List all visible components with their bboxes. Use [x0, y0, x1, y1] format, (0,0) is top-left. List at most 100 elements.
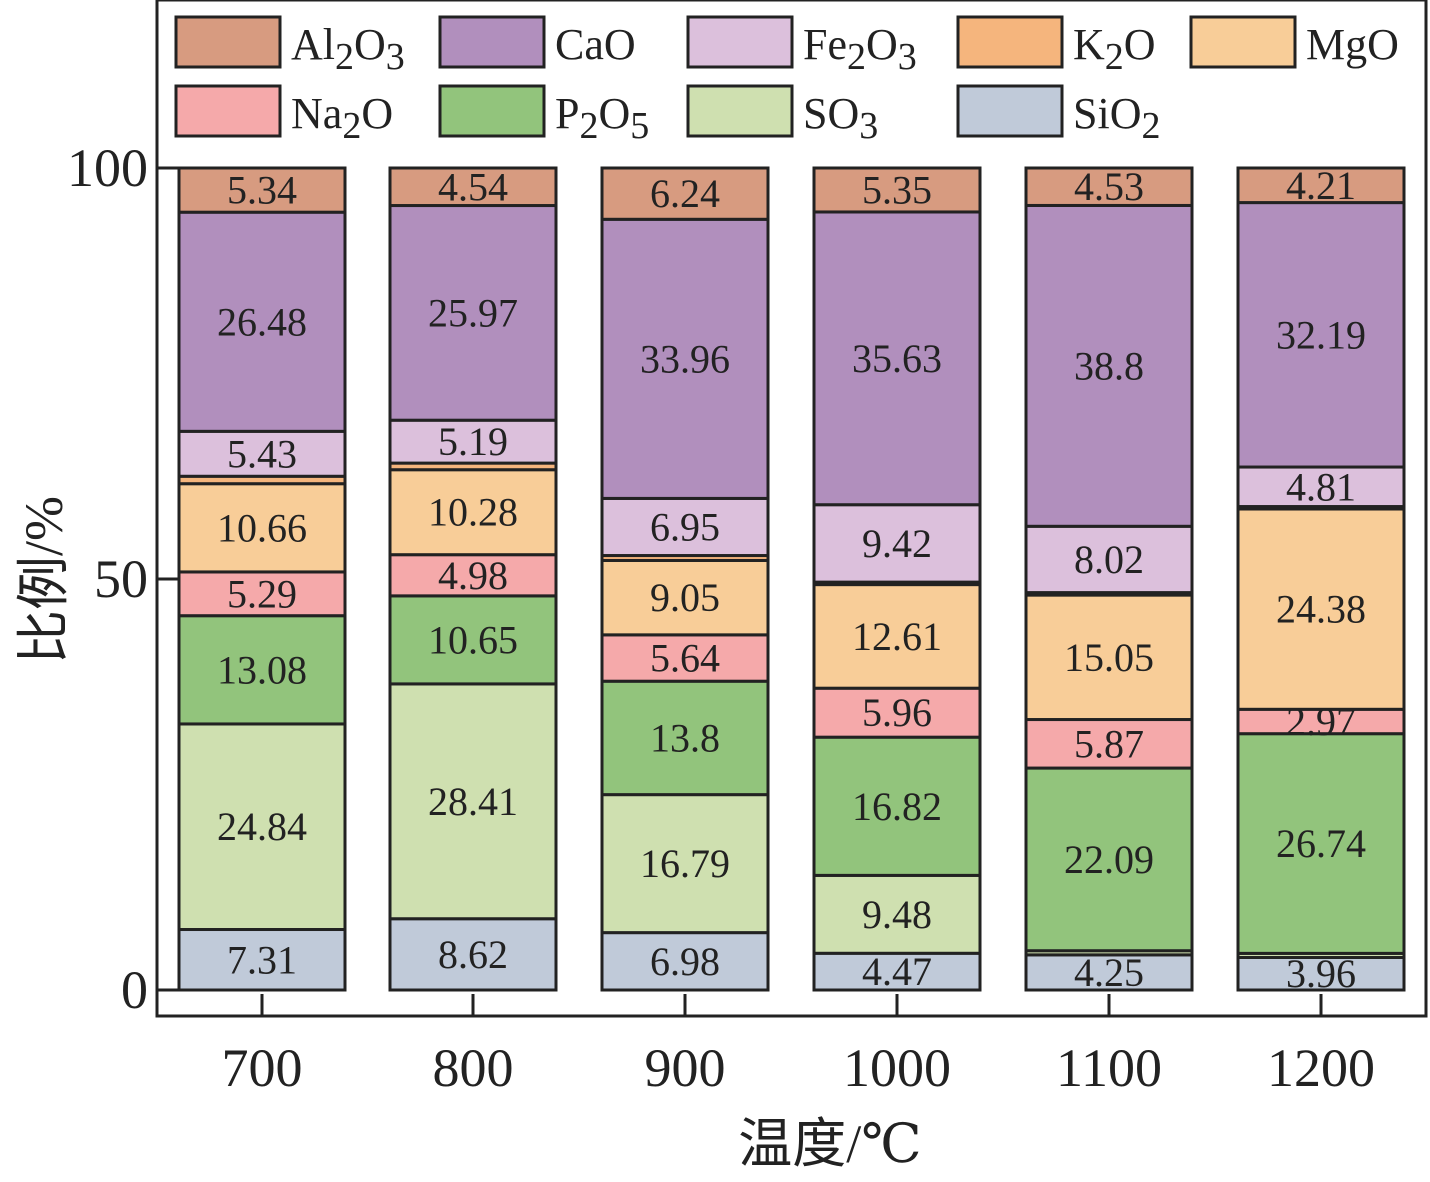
data-label-so3-700: 24.84 [217, 804, 307, 849]
x-tick-label-800: 800 [433, 1038, 514, 1098]
data-label-na2o-1000: 5.96 [862, 690, 932, 735]
bar-segment-so3-900 [600, 793, 770, 935]
x-tick-label-700: 700 [222, 1038, 303, 1098]
legend-swatch-cao [438, 15, 546, 69]
data-label-mgo-1200: 24.38 [1276, 587, 1366, 632]
bar-segment-p2o5-900 [600, 679, 770, 797]
data-label-al2o3-1100: 4.53 [1074, 164, 1144, 209]
axes-layer: 700 800 900 1000 1100 1200 0 50 100 [67, 138, 1375, 1098]
bar-segment-al2o3-1000 [812, 166, 982, 214]
bar-segment-fe2o3-700 [177, 429, 347, 478]
data-label-p2o5-900: 13.8 [650, 715, 720, 760]
x-tick-label-1100: 1100 [1056, 1038, 1162, 1098]
bar-segment-mgo-1100 [1024, 593, 1194, 722]
data-label-p2o5-1200: 26.74 [1276, 821, 1366, 866]
legend-label-cao: CaO [555, 20, 636, 69]
bar-segment-so3-700 [177, 722, 347, 932]
bar-segment-sio2-1200 [1236, 955, 1406, 992]
legend-swatch-p2o5 [438, 84, 546, 138]
data-label-p2o5-800: 10.65 [428, 617, 518, 662]
data-label-p2o5-1100: 22.09 [1064, 837, 1154, 882]
legend-swatch-na2o [174, 84, 282, 138]
bar-segment-al2o3-1200 [1236, 166, 1406, 205]
data-label-na2o-700: 5.29 [227, 571, 297, 616]
legend-label-mgo: MgO [1306, 20, 1399, 69]
legend-swatch-sio2 [956, 84, 1064, 138]
bar-segment-cao-1000 [812, 210, 982, 507]
data-label-sio2-900: 6.98 [650, 939, 720, 984]
data-label-al2o3-800: 4.54 [438, 164, 508, 209]
data-label-cao-1100: 38.8 [1074, 343, 1144, 388]
data-label-fe2o3-1200: 4.81 [1286, 464, 1356, 509]
data-label-cao-900: 33.96 [640, 336, 730, 381]
bar-segment-al2o3-1100 [1024, 166, 1194, 207]
legend-label-sio2: SiO2 [1073, 89, 1160, 147]
x-tick-label-1200: 1200 [1267, 1038, 1375, 1098]
data-label-fe2o3-800: 5.19 [438, 419, 508, 464]
plot-frame [155, 0, 1428, 1018]
data-label-na2o-800: 4.98 [438, 553, 508, 598]
data-label-fe2o3-700: 5.43 [227, 431, 297, 476]
y-tick-label-100: 100 [67, 138, 148, 198]
bar-segment-sio2-800 [388, 917, 558, 992]
bar-segment-fe2o3-800 [388, 418, 558, 465]
data-label-al2o3-700: 5.34 [227, 168, 297, 213]
data-label-so3-1000: 9.48 [862, 892, 932, 937]
y-axis-title: 比例/% [14, 496, 74, 664]
bar-segment-fe2o3-900 [600, 496, 770, 558]
bar-segment-p2o5-1100 [1024, 766, 1194, 953]
legend-swatch-mgo [1189, 15, 1297, 69]
data-label-na2o-1100: 5.87 [1074, 721, 1144, 766]
bar-segment-na2o-1200 [1236, 707, 1406, 736]
bar-segment-cao-800 [388, 204, 558, 422]
legend-swatch-k2o [956, 15, 1064, 69]
legend-label-na2o: Na2O [291, 89, 393, 147]
bar-segment-sio2-1100 [1024, 953, 1194, 992]
data-label-fe2o3-1100: 8.02 [1074, 537, 1144, 582]
bar-segment-cao-700 [177, 210, 347, 433]
legend-label-so3: SO3 [803, 89, 878, 147]
bar-segment-fe2o3-1200 [1236, 465, 1406, 509]
data-label-sio2-700: 7.31 [227, 937, 297, 982]
bar-segment-al2o3-800 [388, 166, 558, 208]
data-label-so3-900: 16.79 [640, 841, 730, 886]
data-label-mgo-700: 10.66 [217, 505, 307, 550]
bar-segment-mgo-900 [600, 558, 770, 637]
data-label-al2o3-1000: 5.35 [862, 167, 932, 212]
y-tick-label-0: 0 [121, 960, 148, 1020]
bar-segment-na2o-900 [600, 633, 770, 683]
y-tick-label-50: 50 [94, 549, 148, 609]
bar-segment-mgo-1000 [812, 583, 982, 690]
bar-segment-sio2-900 [600, 931, 770, 992]
bar-segment-na2o-1100 [1024, 718, 1194, 770]
bar-segment-p2o5-1000 [812, 735, 982, 877]
data-label-al2o3-900: 6.24 [650, 171, 720, 216]
bar-segment-p2o5-1200 [1236, 732, 1406, 955]
legend: Al2O3 CaO Fe2O3 K2O MgO Na2O P2O5 SO3 SiO2 [174, 15, 1399, 147]
data-label-na2o-900: 5.64 [650, 636, 720, 681]
data-label-p2o5-700: 13.08 [217, 647, 307, 692]
legend-label-k2o: K2O [1073, 20, 1156, 78]
bar-segment-al2o3-700 [177, 166, 347, 214]
data-label-cao-1200: 32.19 [1276, 312, 1366, 357]
bar-segment-fe2o3-1000 [812, 503, 982, 584]
bar-segment-fe2o3-1100 [1024, 524, 1194, 595]
bar-segment-so3-800 [388, 682, 558, 921]
data-label-mgo-800: 10.28 [428, 490, 518, 535]
data-label-al2o3-1200: 4.21 [1286, 163, 1356, 208]
data-label-cao-700: 26.48 [217, 299, 307, 344]
data-label-mgo-1000: 12.61 [852, 614, 942, 659]
legend-label-al2o3: Al2O3 [291, 20, 405, 78]
bar-segment-na2o-800 [388, 553, 558, 598]
x-tick-label-1000: 1000 [843, 1038, 951, 1098]
legend-label-p2o5: P2O5 [555, 89, 649, 147]
x-axis-title: 温度/℃ [738, 1114, 921, 1174]
bar-segment-sio2-700 [177, 928, 347, 992]
bar-segment-p2o5-800 [388, 594, 558, 686]
legend-swatch-al2o3 [174, 15, 282, 69]
bar-segment-na2o-700 [177, 570, 347, 618]
data-label-p2o5-1000: 16.82 [852, 784, 942, 829]
bar-segment-sio2-1000 [812, 951, 982, 992]
bars-layer: 7.31 24.84 13.08 5.29 10.66 5.43 26.48 5.34 8.62… [177, 163, 1406, 996]
